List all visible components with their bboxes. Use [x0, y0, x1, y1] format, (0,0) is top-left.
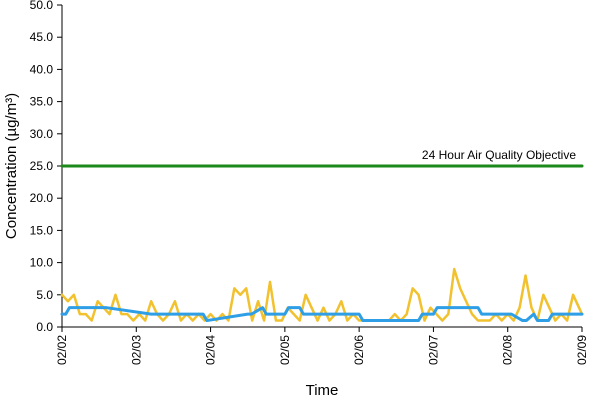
- x-tick-label: 02/07: [426, 335, 440, 365]
- secondary-concentration-line: [60, 306, 584, 323]
- y-tick-label: 35.0: [30, 95, 54, 109]
- series-layer: [60, 164, 584, 323]
- x-axis-title: Time: [306, 382, 339, 399]
- x-tick-label: 02/08: [501, 335, 515, 365]
- x-tick-label: 02/04: [204, 335, 218, 365]
- y-tick-label: 30.0: [30, 127, 54, 141]
- y-tick-label: 40.0: [30, 62, 54, 76]
- y-tick-label: 10.0: [30, 256, 54, 270]
- y-tick-label: 45.0: [30, 30, 54, 44]
- objective-annotation: 24 Hour Air Quality Objective: [422, 148, 576, 162]
- x-tick-label: 02/03: [129, 335, 143, 365]
- pm-concentration-line: [60, 267, 584, 322]
- x-tick-label: 02/02: [55, 335, 69, 365]
- y-tick-label: 5.0: [36, 288, 53, 302]
- axes: 0.0 5.0 10.0 15.0 20.0 25.0 30.0 35.0 40.0 45.0 50…: [30, 0, 589, 365]
- y-tick-label: 25.0: [30, 159, 54, 173]
- y-axis-title: Concentration (µg/m³): [3, 93, 20, 239]
- y-tick-label: 20.0: [30, 191, 54, 205]
- x-tick-label: 02/05: [278, 335, 292, 365]
- x-tick-label: 02/09: [575, 335, 589, 365]
- x-tick-label: 02/06: [352, 335, 366, 365]
- y-tick-label: 15.0: [30, 223, 54, 237]
- y-tick-label: 0.0: [36, 320, 53, 334]
- y-tick-label: 50.0: [30, 0, 54, 12]
